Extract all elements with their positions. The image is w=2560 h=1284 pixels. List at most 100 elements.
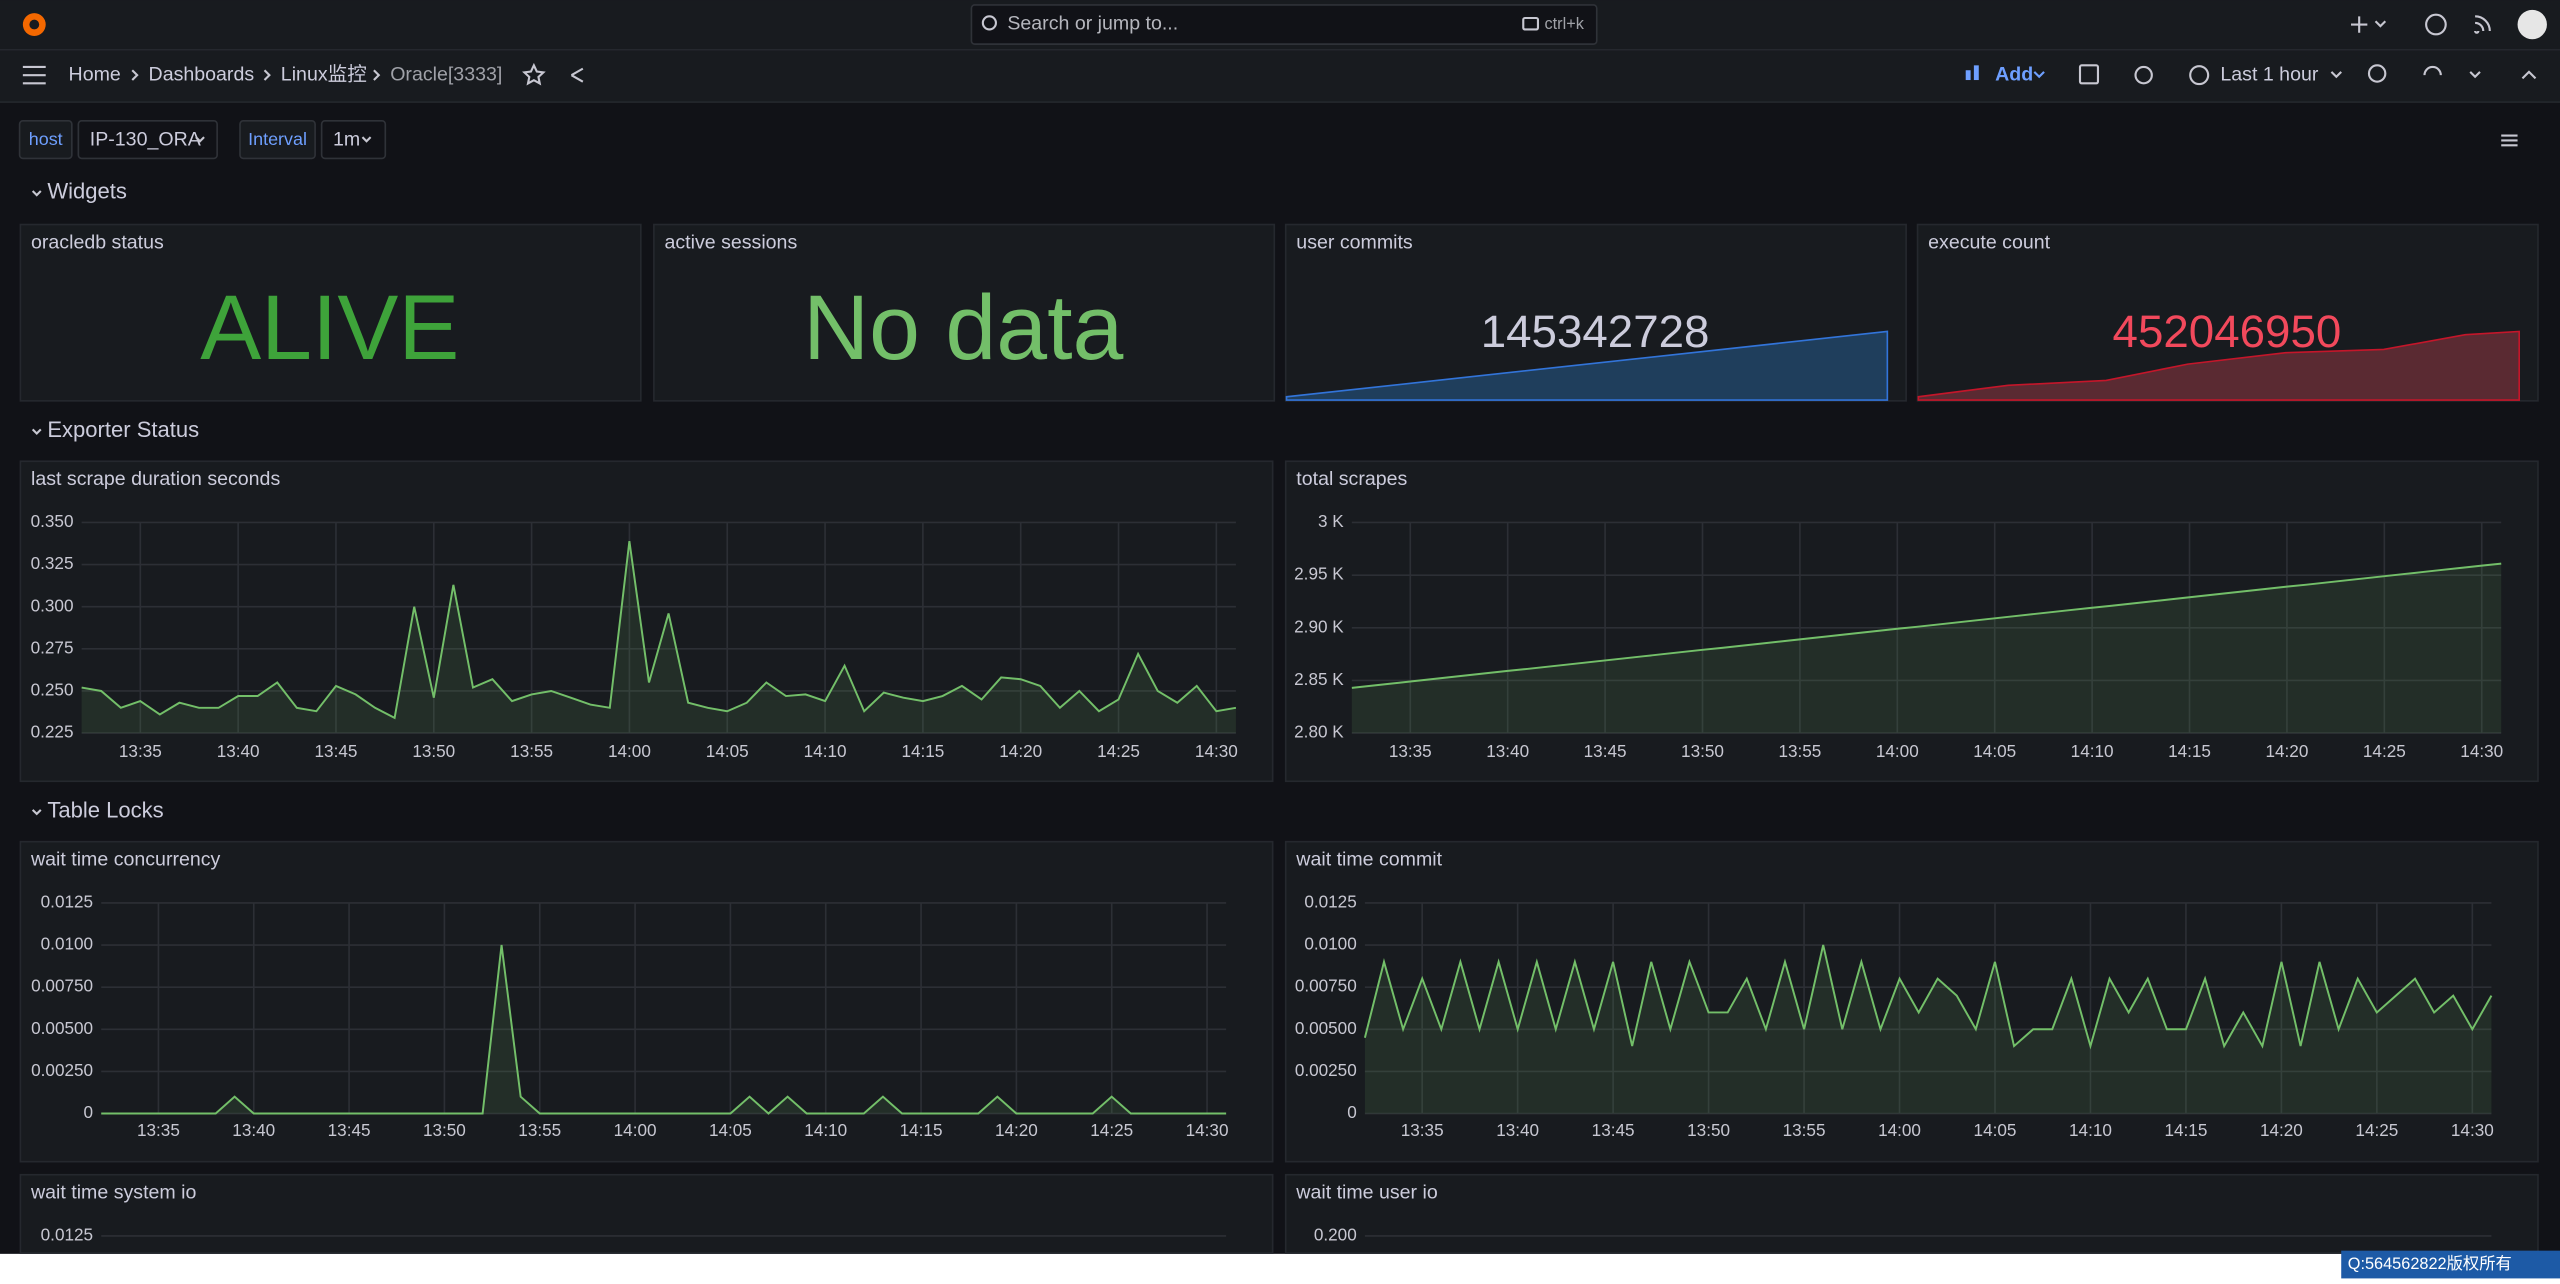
chevron bbox=[2330, 71, 2342, 79]
y-tick-label: 0.0125 bbox=[41, 891, 93, 911]
y-tick-label: 2.80 K bbox=[1294, 722, 1344, 742]
x-tick-label: 14:25 bbox=[1097, 741, 1140, 761]
y-tick-label: 0.250 bbox=[31, 680, 74, 700]
line bbox=[1363, 944, 2493, 1050]
x-tick-label: 14:30 bbox=[1195, 741, 1238, 761]
row-title[interactable]: Widgets bbox=[47, 179, 127, 204]
x-tick-label: 13:40 bbox=[1496, 1120, 1539, 1140]
breadcrumb[interactable]: Linux监控 bbox=[281, 63, 367, 85]
variable-value: 1m bbox=[333, 129, 360, 151]
row-chevron[interactable] bbox=[31, 428, 42, 436]
chevron bbox=[195, 136, 205, 143]
y-tick-label: 2.85 K bbox=[1294, 669, 1344, 689]
chart-panel bbox=[19, 840, 1274, 1163]
breadcrumb-current: Oracle[3333] bbox=[390, 63, 502, 85]
stat-panel bbox=[19, 223, 642, 402]
line bbox=[101, 944, 1227, 1115]
x-tick-label: 13:55 bbox=[518, 1120, 561, 1140]
x-tick-label: 14:25 bbox=[1090, 1120, 1133, 1140]
x-tick-label: 14:20 bbox=[2266, 741, 2309, 761]
help-icon[interactable] bbox=[2425, 13, 2447, 36]
menu-icon[interactable] bbox=[2501, 134, 2518, 147]
x-tick-label: 14:10 bbox=[804, 1120, 847, 1140]
stat-panel bbox=[653, 223, 1276, 402]
sparkline bbox=[1285, 330, 1889, 401]
chevron bbox=[2033, 71, 2045, 79]
x-tick-label: 13:55 bbox=[1778, 741, 1821, 761]
share-icon[interactable] bbox=[570, 67, 584, 83]
x-tick-label: 13:35 bbox=[137, 1120, 180, 1140]
x-tick-label: 14:20 bbox=[2260, 1120, 2303, 1140]
x-tick-label: 14:15 bbox=[900, 1120, 943, 1140]
chart-panel bbox=[1284, 1173, 2539, 1254]
search-placeholder: Search or jump to... bbox=[1007, 13, 1178, 35]
x-tick-label: 14:05 bbox=[1974, 1120, 2017, 1140]
x-tick-label: 14:00 bbox=[608, 741, 651, 761]
new-icon[interactable] bbox=[2351, 16, 2368, 33]
y-tick-label: 0.200 bbox=[1314, 1224, 1357, 1244]
y-tick-label: 0.00750 bbox=[31, 976, 93, 996]
star-icon[interactable] bbox=[522, 62, 546, 86]
chevron[interactable] bbox=[2469, 71, 2481, 79]
y-tick-label: 0.00250 bbox=[31, 1060, 93, 1080]
panel-title: wait time system io bbox=[30, 1182, 196, 1204]
collapse-icon[interactable] bbox=[2521, 70, 2537, 80]
y-tick-label: 0.00500 bbox=[1295, 1018, 1357, 1038]
watermark: Q:564562822版权所有 bbox=[2348, 1255, 2512, 1273]
time-range[interactable]: Last 1 hour bbox=[2220, 63, 2318, 85]
y-tick-label: 2.95 K bbox=[1294, 564, 1344, 584]
avatar[interactable] bbox=[2517, 9, 2547, 40]
x-tick-label: 13:40 bbox=[232, 1120, 275, 1140]
search-icon bbox=[981, 15, 997, 31]
add-button[interactable]: Add bbox=[1995, 63, 2033, 85]
chart-panel bbox=[1284, 460, 2539, 783]
variable-select[interactable] bbox=[77, 120, 218, 160]
settings-icon[interactable] bbox=[2134, 65, 2153, 85]
y-tick-label: 0.300 bbox=[31, 595, 74, 615]
menu-icon[interactable] bbox=[22, 65, 46, 85]
refresh-icon[interactable] bbox=[2423, 66, 2442, 76]
separator bbox=[131, 69, 139, 81]
x-tick-label: 13:50 bbox=[412, 741, 455, 761]
x-tick-label: 14:00 bbox=[1876, 741, 1919, 761]
add-icon bbox=[1973, 65, 1979, 81]
x-tick-label: 14:25 bbox=[2355, 1120, 2398, 1140]
save-icon[interactable] bbox=[2078, 64, 2100, 85]
panel-title: oracledb status bbox=[31, 231, 164, 253]
variable-label-box bbox=[18, 120, 73, 160]
x-tick-label: 13:35 bbox=[119, 741, 162, 761]
breadcrumb[interactable]: Dashboards bbox=[149, 63, 255, 85]
breadcrumb[interactable]: Home bbox=[69, 63, 121, 85]
variable-select[interactable] bbox=[320, 120, 387, 160]
zoom-out-icon[interactable] bbox=[2367, 64, 2387, 83]
x-tick-label: 14:10 bbox=[2071, 741, 2114, 761]
stat-value: ALIVE bbox=[200, 277, 459, 379]
separator bbox=[373, 69, 381, 81]
x-tick-label: 13:35 bbox=[1401, 1120, 1444, 1140]
x-tick-label: 14:10 bbox=[2069, 1120, 2112, 1140]
y-tick-label: 0.325 bbox=[31, 553, 74, 573]
sparkline bbox=[1917, 330, 2520, 401]
search-shortcut: ctrl+k bbox=[1544, 15, 1584, 33]
stat-value: 452046950 bbox=[2113, 306, 2342, 357]
y-tick-label: 0 bbox=[84, 1102, 94, 1122]
chart-panel bbox=[19, 460, 1274, 783]
area bbox=[1351, 563, 2502, 734]
x-tick-label: 14:15 bbox=[2168, 741, 2211, 761]
y-tick-label: 0.00500 bbox=[31, 1018, 93, 1038]
news-icon[interactable] bbox=[2474, 15, 2491, 34]
search-box[interactable] bbox=[970, 4, 1598, 45]
x-tick-label: 14:10 bbox=[804, 741, 847, 761]
row-title[interactable]: Table Locks bbox=[47, 797, 163, 822]
row-title[interactable]: Exporter Status bbox=[47, 417, 199, 442]
row-chevron[interactable] bbox=[31, 190, 42, 197]
x-tick-label: 14:00 bbox=[614, 1120, 657, 1140]
x-tick-label: 14:25 bbox=[2363, 741, 2406, 761]
row-chevron[interactable] bbox=[31, 809, 42, 816]
panel-title: execute count bbox=[1928, 231, 2050, 253]
x-tick-label: 14:05 bbox=[709, 1120, 752, 1140]
bottom-strip bbox=[0, 1253, 2560, 1284]
variable-label: host bbox=[29, 129, 63, 149]
